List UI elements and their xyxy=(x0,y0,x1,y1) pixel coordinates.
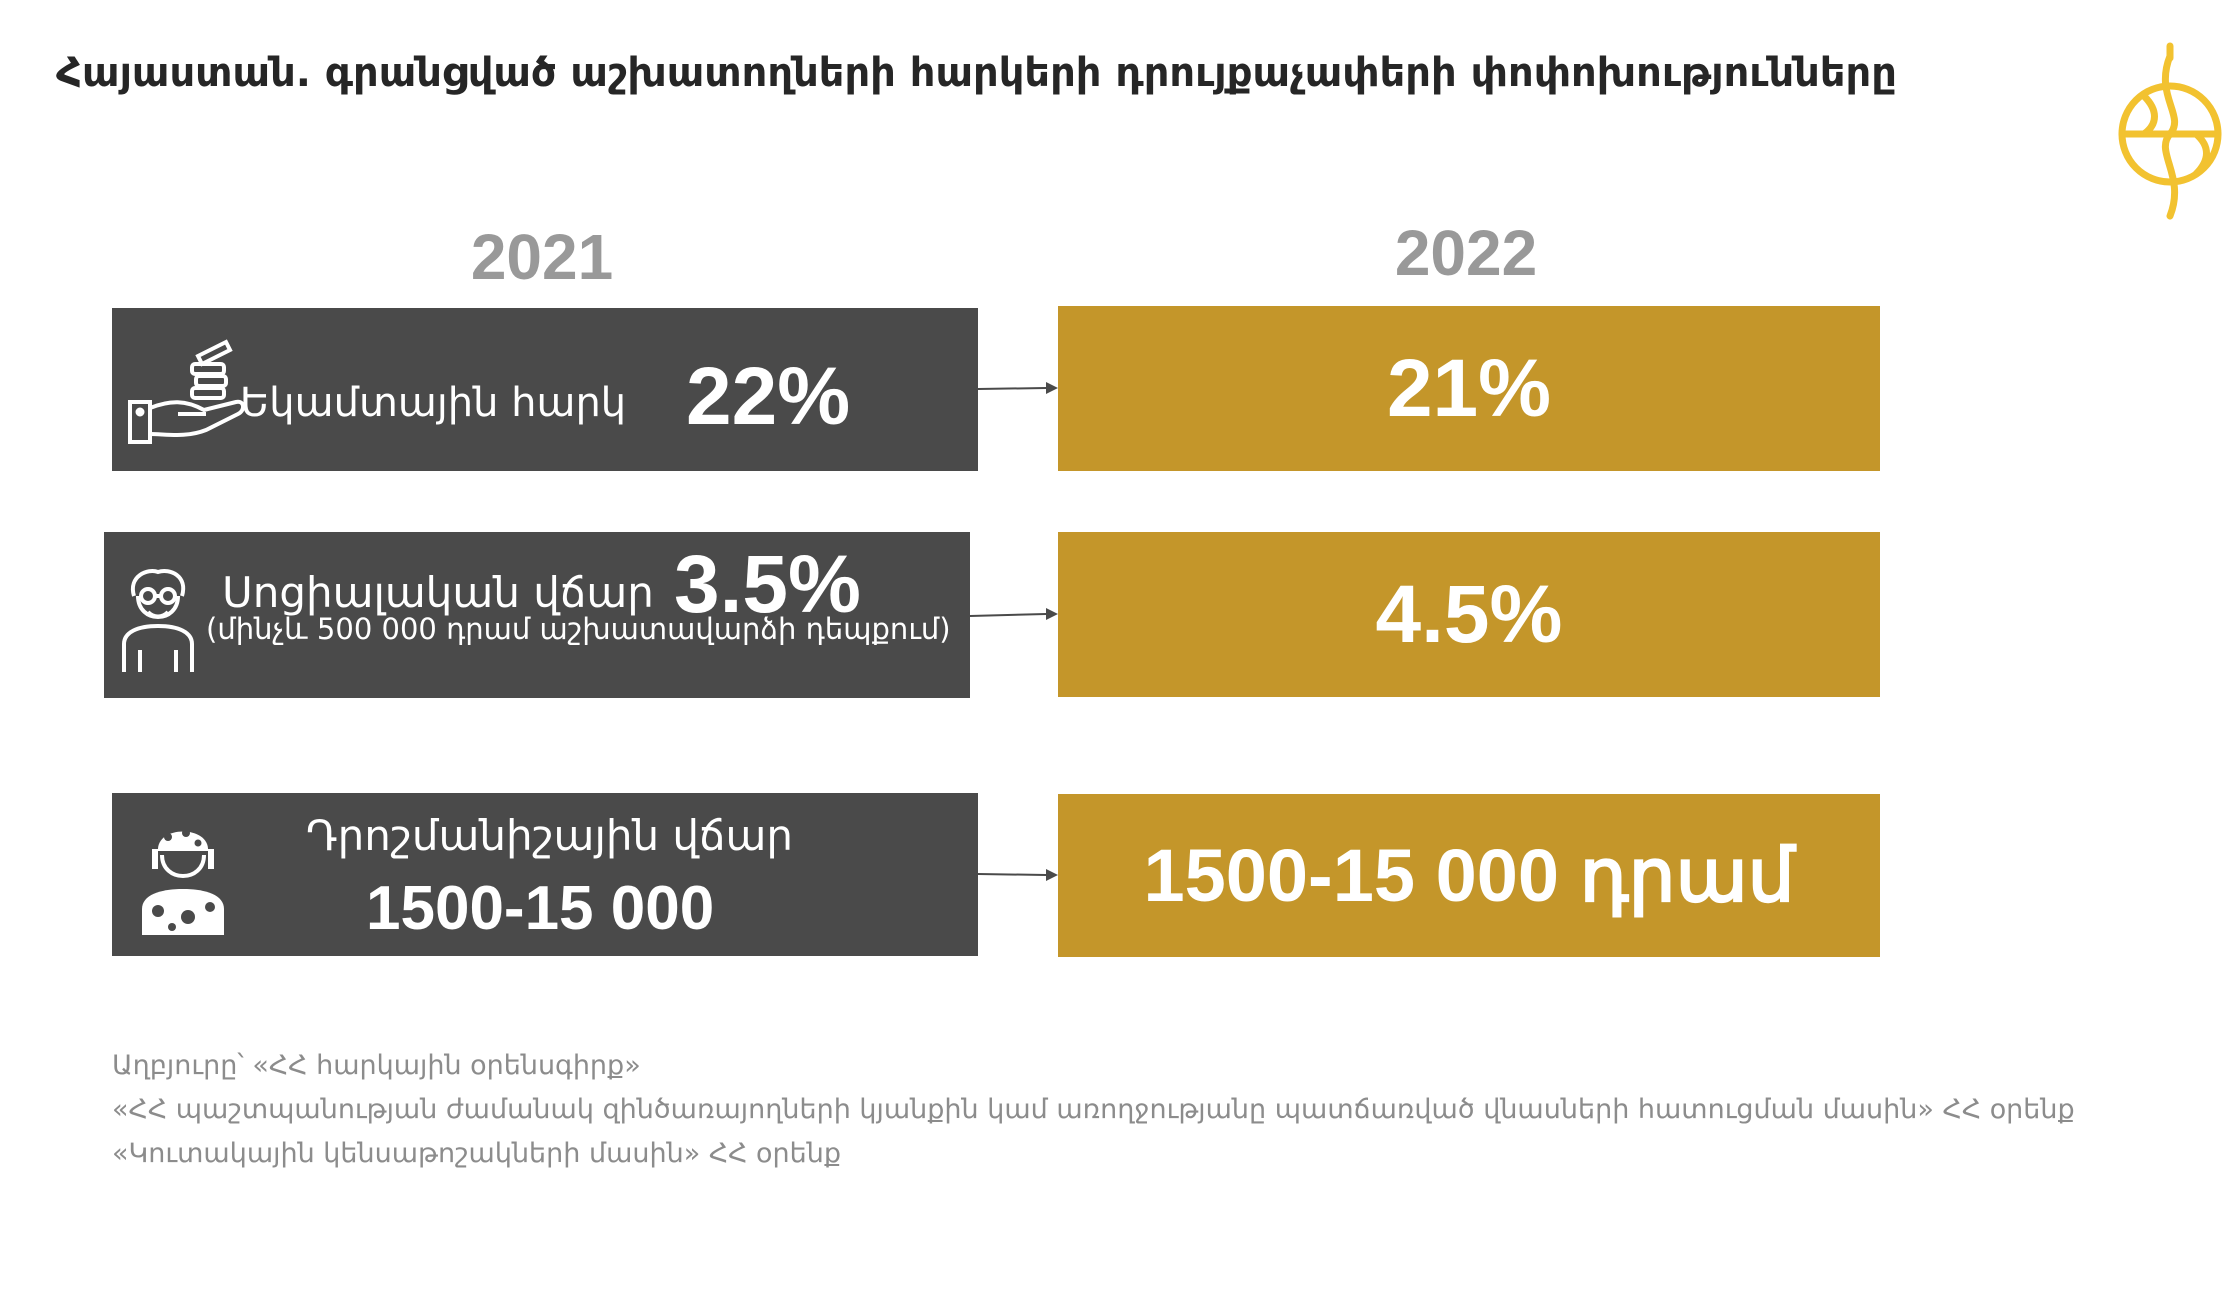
year-2021-heading: 2021 xyxy=(470,221,614,293)
soldier-icon xyxy=(142,829,224,935)
income-tax-2022-box: 21% xyxy=(1058,306,1880,471)
income-tax-2021-value: 22% xyxy=(686,351,851,442)
stamp-duty-label: Դրոշմանիշային վճար xyxy=(306,811,793,860)
income-tax-2021-box: Եկամտային հարկ 22% xyxy=(112,308,978,471)
stamp-duty-2022-box: 1500-15 000 դրամ xyxy=(1058,794,1880,957)
source-line: «Կուտակային կենսաթոշակների մասին» ՀՀ օրե… xyxy=(112,1138,842,1169)
social-payment-2022-value: 4.5% xyxy=(1375,568,1563,660)
stamp-duty-2021-box: Դրոշմանիշային վճար 1500-15 000 xyxy=(112,793,978,956)
social-payment-2021-value: 3.5% xyxy=(674,539,861,630)
income-tax-label: Եկամտային հարկ xyxy=(240,380,627,426)
hand-coins-icon xyxy=(128,339,245,444)
social-payment-note: (մինչև 500 000 դրամ աշխատավարձի դեպքում) xyxy=(206,612,951,646)
arrow-icon xyxy=(970,608,1058,620)
year-2022-heading: 2022 xyxy=(1394,217,1538,289)
arrow-icon xyxy=(978,382,1058,394)
logo-icon xyxy=(2118,42,2222,220)
income-tax-2022-value: 21% xyxy=(1386,342,1552,434)
elderly-person-icon xyxy=(122,569,194,672)
source-line: Աղբյուրը՝ «ՀՀ հարկային օրենսգիրք» xyxy=(112,1050,641,1081)
page-title: Հայաստան. գրանցված աշխատողների հարկերի դ… xyxy=(56,50,1897,96)
social-payment-2022-box: 4.5% xyxy=(1058,532,1880,697)
social-payment-label: Սոցիալական վճար xyxy=(222,568,654,617)
stamp-duty-2022-value: 1500-15 000 դրամ xyxy=(1143,833,1795,917)
stamp-duty-2021-value: 1500-15 000 xyxy=(366,874,715,943)
source-line: «ՀՀ պաշտպանության ժամանակ զինծառայողների… xyxy=(112,1094,2075,1125)
social-payment-2021-box: Սոցիալական վճար 3.5% (մինչև 500 000 դրամ… xyxy=(104,532,970,698)
arrow-icon xyxy=(978,869,1058,881)
sources: Աղբյուրը՝ «ՀՀ հարկային օրենսգիրք» «ՀՀ պա… xyxy=(112,1044,2075,1176)
